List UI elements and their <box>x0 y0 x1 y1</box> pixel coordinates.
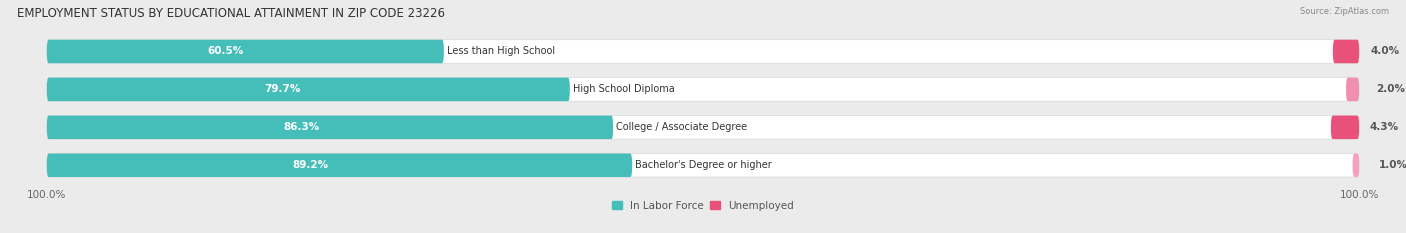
Text: 4.0%: 4.0% <box>1371 46 1399 56</box>
Text: 79.7%: 79.7% <box>264 84 301 94</box>
FancyBboxPatch shape <box>1346 78 1360 101</box>
Text: 100.0%: 100.0% <box>1340 189 1379 199</box>
FancyBboxPatch shape <box>46 40 1360 63</box>
Text: 86.3%: 86.3% <box>284 122 319 132</box>
FancyBboxPatch shape <box>1333 40 1360 63</box>
FancyBboxPatch shape <box>46 154 1360 177</box>
FancyBboxPatch shape <box>46 78 569 101</box>
Text: 100.0%: 100.0% <box>27 189 66 199</box>
FancyBboxPatch shape <box>46 116 613 139</box>
Text: 4.3%: 4.3% <box>1369 122 1399 132</box>
FancyBboxPatch shape <box>1353 154 1360 177</box>
Text: 2.0%: 2.0% <box>1376 84 1405 94</box>
Text: 89.2%: 89.2% <box>292 160 329 170</box>
Legend: In Labor Force, Unemployed: In Labor Force, Unemployed <box>609 197 797 215</box>
Text: 60.5%: 60.5% <box>207 46 243 56</box>
Text: Source: ZipAtlas.com: Source: ZipAtlas.com <box>1301 7 1389 16</box>
FancyBboxPatch shape <box>46 116 1360 139</box>
FancyBboxPatch shape <box>1331 116 1360 139</box>
FancyBboxPatch shape <box>46 40 444 63</box>
FancyBboxPatch shape <box>46 78 1360 101</box>
FancyBboxPatch shape <box>46 154 633 177</box>
Text: EMPLOYMENT STATUS BY EDUCATIONAL ATTAINMENT IN ZIP CODE 23226: EMPLOYMENT STATUS BY EDUCATIONAL ATTAINM… <box>17 7 444 20</box>
Text: College / Associate Degree: College / Associate Degree <box>616 122 748 132</box>
Text: 1.0%: 1.0% <box>1379 160 1406 170</box>
Text: Less than High School: Less than High School <box>447 46 555 56</box>
Text: Bachelor's Degree or higher: Bachelor's Degree or higher <box>636 160 772 170</box>
Text: High School Diploma: High School Diploma <box>574 84 675 94</box>
